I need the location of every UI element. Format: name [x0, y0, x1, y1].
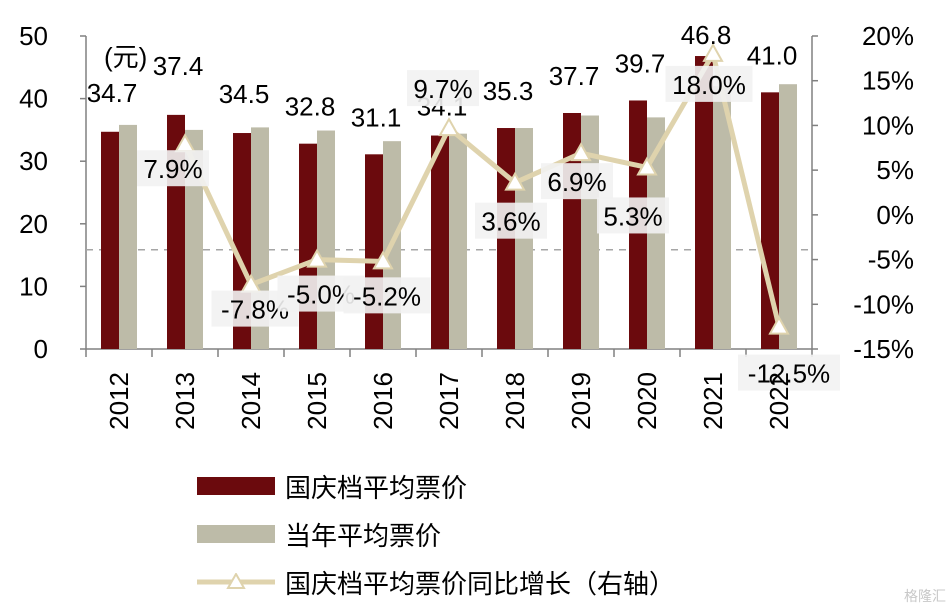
x-tick-label: 2012 — [104, 372, 134, 430]
bar-year-price — [779, 84, 797, 350]
legend-line-growth-icon — [197, 573, 275, 589]
legend-label-fest-price: 国庆档平均票价 — [285, 473, 468, 504]
x-tick-label: 2019 — [566, 372, 596, 430]
bar-value-label: 37.7 — [549, 61, 600, 91]
growth-value-label: 5.3% — [603, 201, 662, 231]
bar-year-price — [713, 86, 731, 349]
bar-fest-price — [365, 154, 383, 349]
x-tick-label: 2022 — [764, 372, 794, 430]
growth-label-box — [137, 150, 209, 187]
bar-value-label: 34.7 — [87, 78, 138, 108]
growth-label-box — [738, 354, 840, 391]
bar-fest-price — [101, 131, 119, 349]
bar-value-label: 37.4 — [153, 51, 204, 81]
legend-item-year-price: 当年平均票价 — [197, 510, 675, 558]
bar-fest-price — [761, 92, 779, 349]
bar-value-label: 32.8 — [285, 92, 336, 122]
bar-value-label: 41.0 — [747, 40, 798, 70]
growth-value-label: 18.0% — [672, 70, 746, 100]
growth-label-box — [597, 197, 669, 234]
y-tick-label-right: 15% — [862, 66, 914, 96]
growth-label-box — [541, 163, 613, 200]
growth-label-box — [475, 202, 547, 239]
legend-swatch-year-price — [197, 525, 275, 543]
bar-fest-price — [299, 143, 317, 349]
watermark: 格隆汇 — [904, 589, 946, 605]
growth-label-box — [665, 65, 753, 102]
x-tick-label: 2016 — [368, 372, 398, 430]
x-tick-label: 2015 — [302, 372, 332, 430]
growth-marker — [306, 248, 328, 268]
y-tick-label-right: -10% — [853, 289, 914, 319]
growth-value-label: 6.9% — [547, 167, 606, 197]
y-tick-label-left: 0 — [34, 334, 48, 364]
y-tick-label-right: -5% — [868, 245, 914, 275]
growth-marker — [768, 315, 790, 335]
growth-value-label: 9.7% — [413, 74, 472, 104]
growth-line — [182, 51, 782, 328]
bar-fest-price — [695, 56, 713, 349]
growth-value-label: 3.6% — [481, 207, 540, 237]
bar-value-label: 39.7 — [615, 48, 666, 78]
y-tick-label-right: 5% — [876, 155, 914, 185]
bar-value-label: 31.1 — [351, 102, 402, 132]
legend-item-growth: 国庆档平均票价同比增长（右轴） — [197, 558, 675, 606]
x-tick-label: 2017 — [434, 372, 464, 430]
y-tick-label-left: 30 — [19, 146, 48, 176]
y-tick-label-left: 50 — [19, 21, 48, 51]
bar-value-label: 34.5 — [219, 79, 270, 109]
x-tick-label: 2018 — [500, 372, 530, 430]
y-tick-label-right: -15% — [853, 334, 914, 364]
y-tick-label-right: 20% — [862, 21, 914, 51]
growth-value-label: -12.5% — [748, 359, 830, 389]
bar-year-price — [317, 130, 335, 349]
growth-label-box — [343, 277, 431, 314]
bar-value-label: 35.3 — [483, 76, 534, 106]
bar-value-label: 46.8 — [681, 20, 732, 50]
growth-marker — [702, 42, 724, 62]
bar-fest-price — [431, 135, 449, 349]
bar-year-price — [449, 133, 467, 349]
growth-value-label: -5.2% — [353, 281, 421, 311]
growth-marker — [438, 117, 460, 137]
bar-year-price — [119, 124, 137, 349]
y-tick-label-right: 0% — [876, 200, 914, 230]
growth-marker — [372, 250, 394, 270]
x-tick-label: 2014 — [236, 372, 266, 430]
growth-value-label: 7.9% — [143, 154, 202, 184]
y-tick-label-left: 10 — [19, 271, 48, 301]
x-tick-label: 2013 — [170, 372, 200, 430]
growth-label-box — [407, 70, 479, 107]
y-tick-label-right: 10% — [862, 110, 914, 140]
legend-label-growth: 国庆档平均票价同比增长（右轴） — [285, 569, 676, 600]
growth-marker — [636, 156, 658, 176]
y-tick-label-left: 40 — [19, 84, 48, 114]
legend-label-year-price: 当年平均票价 — [285, 521, 442, 552]
x-tick-label: 2021 — [698, 372, 728, 430]
x-tick-label: 2020 — [632, 372, 662, 430]
legend-swatch-fest-price — [197, 477, 275, 495]
growth-marker — [570, 142, 592, 162]
growth-marker — [504, 171, 526, 191]
y-tick-label-left: 20 — [19, 209, 48, 239]
y-axis-unit-label: (元) — [104, 42, 147, 72]
legend-item-fest-price: 国庆档平均票价 — [197, 462, 675, 510]
legend: 国庆档平均票价 当年平均票价 国庆档平均票价同比增长（右轴） — [197, 462, 675, 606]
